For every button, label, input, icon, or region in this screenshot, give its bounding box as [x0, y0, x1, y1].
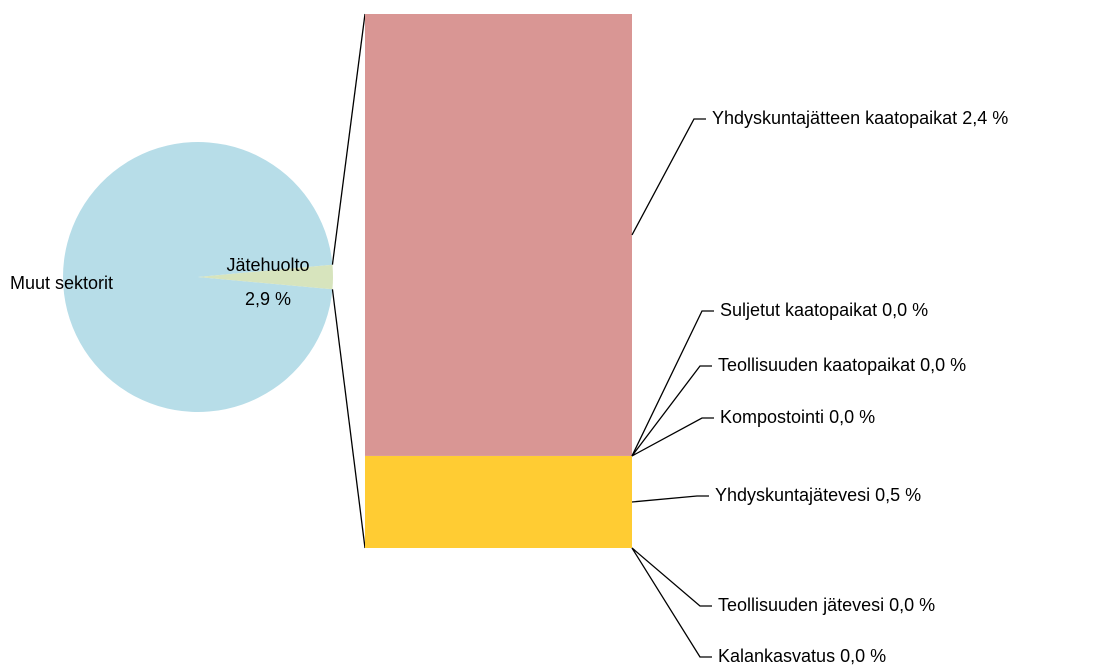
bar-category: Teollisuuden jätevesi: [718, 595, 884, 615]
bar-category: Kompostointi: [720, 407, 824, 427]
bar-value-label: 0,0 %: [889, 595, 935, 615]
leader-line: [631, 495, 709, 503]
bar-value-label: 0,0 %: [882, 300, 928, 320]
pie-value-label: 2,9 %: [245, 289, 291, 309]
bar-value-label: 2,4 %: [962, 108, 1008, 128]
pie-label: Muut sektorit: [10, 273, 113, 293]
bar-label: Suljetut kaatopaikat 0,0 %: [720, 300, 928, 320]
bar-label: Yhdyskuntajätteen kaatopaikat 2,4 %: [712, 108, 1008, 128]
leader-line: [631, 365, 712, 457]
pie-label: Jätehuolto: [226, 255, 309, 275]
bar-value-label: 0,0 %: [920, 355, 966, 375]
bar-category: Kalankasvatus: [718, 646, 835, 666]
pie-slice: [198, 264, 333, 290]
leader-line: [631, 118, 706, 236]
bar-value-label: 0,0 %: [840, 646, 886, 666]
leader-line: [631, 547, 712, 658]
pie-slice: [63, 142, 333, 413]
connector: [331, 13, 366, 265]
bar-label: Teollisuuden kaatopaikat 0,0 %: [718, 355, 966, 375]
bar-segment: [365, 455, 632, 548]
bar-value-label: 0,5 %: [875, 485, 921, 505]
leader-line: [631, 310, 714, 457]
connector: [331, 289, 366, 549]
bar-category: Yhdyskuntajätevesi: [715, 485, 870, 505]
leader-line: [631, 417, 714, 457]
bar-label: Kalankasvatus 0,0 %: [718, 646, 886, 666]
bar-segment: [365, 14, 632, 456]
bar-category: Yhdyskuntajätteen kaatopaikat: [712, 108, 957, 128]
bar-label: Kompostointi 0,0 %: [720, 407, 875, 427]
bar-value-label: 0,0 %: [829, 407, 875, 427]
bar-label: Teollisuuden jätevesi 0,0 %: [718, 595, 935, 615]
bar-label: Yhdyskuntajätevesi 0,5 %: [715, 485, 921, 505]
bar-category: Teollisuuden kaatopaikat: [718, 355, 915, 375]
leader-line: [631, 547, 712, 607]
bar-category: Suljetut kaatopaikat: [720, 300, 877, 320]
